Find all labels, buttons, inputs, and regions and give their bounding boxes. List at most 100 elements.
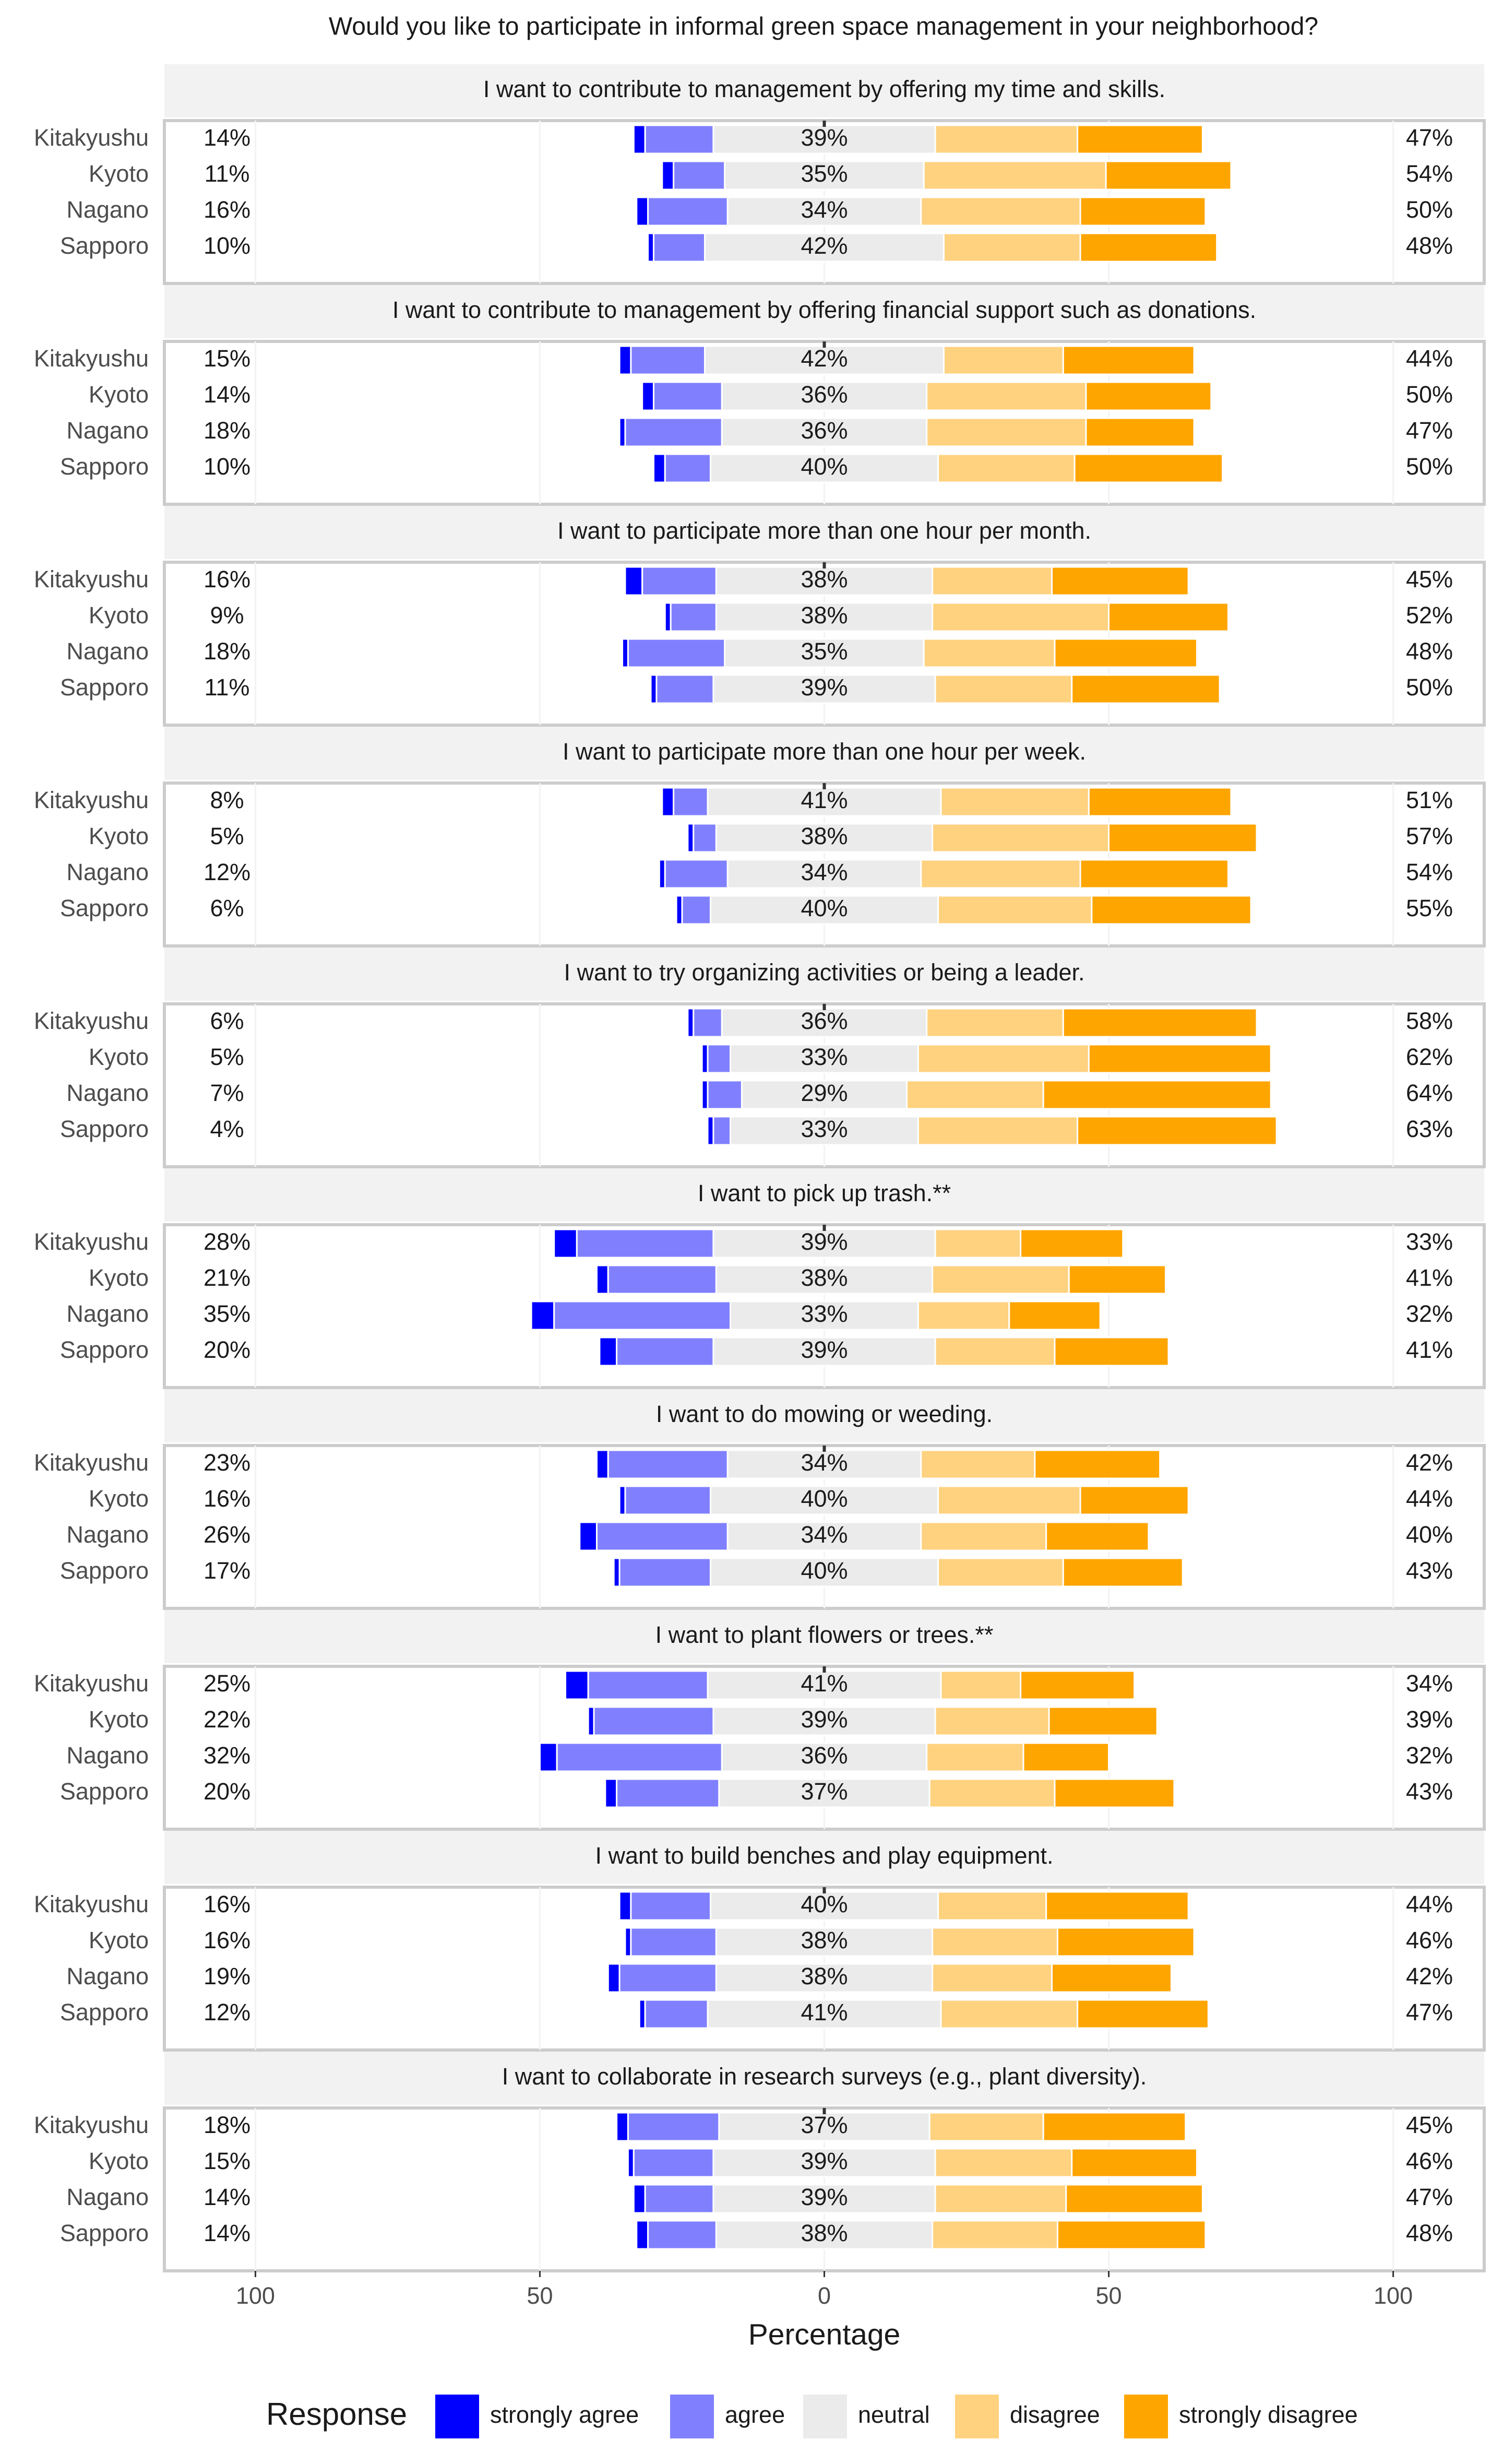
bar-segment <box>624 1485 711 1515</box>
bar-segment <box>530 1300 555 1331</box>
bar-segment <box>730 1044 919 1074</box>
bar-segment <box>618 1891 632 1921</box>
agree-label: 16% <box>204 1927 250 1953</box>
agree-label: 14% <box>204 381 250 408</box>
row-label: Sapporo <box>60 2220 149 2246</box>
bar-segment <box>1077 124 1203 155</box>
bar-segment <box>707 1044 732 1074</box>
strip-title: I want to plant flowers or trees.** <box>655 1621 994 1648</box>
bar-segment <box>647 232 654 263</box>
neutral-label: 39% <box>801 2184 848 2210</box>
bar-segment <box>599 1336 618 1367</box>
neutral-label: 38% <box>801 823 848 849</box>
bar-segment <box>726 859 922 889</box>
x-axis-label: Percentage <box>748 2318 901 2351</box>
bar-segment <box>1045 1891 1189 1921</box>
bar-segment <box>638 1999 646 2029</box>
legend-label: strongly disagree <box>1179 2401 1358 2428</box>
agree-label: 12% <box>204 1999 250 2025</box>
bar-segment <box>1056 1927 1195 1957</box>
bar-segment <box>616 1778 720 1808</box>
bar-segment <box>1054 1778 1175 1808</box>
bar-segment <box>920 196 1081 227</box>
bar-segment <box>721 1742 928 1772</box>
row-label: Nagano <box>66 1521 149 1548</box>
row-label: Nagano <box>66 417 149 444</box>
bar-segment <box>693 823 717 853</box>
bar-segment <box>1051 1963 1172 1993</box>
bar-segment <box>1079 859 1229 889</box>
bar-segment <box>709 1557 939 1588</box>
bar-segment <box>707 1670 942 1700</box>
bar-segment <box>712 1706 936 1736</box>
bar-segment <box>932 566 1053 596</box>
neutral-label: 38% <box>801 602 848 629</box>
row-label: Kyoto <box>89 381 149 408</box>
bar-segment <box>1022 1742 1110 1772</box>
bar-segment <box>1054 1336 1170 1367</box>
bar-segment <box>937 1485 1081 1515</box>
disagree-label: 44% <box>1406 345 1453 372</box>
agree-label: 14% <box>204 2184 250 2210</box>
bar-segment <box>644 2184 714 2214</box>
bar-segment <box>652 453 666 483</box>
strip <box>164 947 1484 1001</box>
agree-label: 28% <box>204 1228 250 1255</box>
x-tick-label: 100 <box>236 2282 275 2309</box>
x-tick-label: 0 <box>818 2282 831 2309</box>
row-label: Kitakyushu <box>34 566 149 593</box>
bar-segment <box>664 859 729 889</box>
disagree-label: 55% <box>1406 895 1453 921</box>
bar-segment <box>712 1116 732 1146</box>
bar-segment <box>1056 2220 1207 2250</box>
disagree-label: 50% <box>1406 196 1453 223</box>
agree-label: 20% <box>204 1336 250 1363</box>
strip <box>164 1610 1484 1664</box>
disagree-label: 45% <box>1406 566 1453 593</box>
agree-label: 18% <box>204 2112 250 2138</box>
disagree-label: 41% <box>1406 1264 1453 1291</box>
disagree-label: 50% <box>1406 381 1453 408</box>
chart-title: Would you like to participate in informa… <box>329 13 1318 41</box>
row-label: Kitakyushu <box>34 345 149 372</box>
neutral-label: 36% <box>801 381 848 408</box>
legend-label: strongly agree <box>490 2401 639 2428</box>
bar-segment <box>926 417 1087 447</box>
bar-segment <box>641 381 654 411</box>
bar-segment <box>712 2184 936 2214</box>
bar-segment <box>652 381 723 411</box>
bar-segment <box>1079 232 1218 263</box>
disagree-label: 45% <box>1406 2112 1453 2138</box>
bar-segment <box>595 1449 609 1479</box>
bar-segment <box>553 1300 732 1331</box>
bar-segment <box>932 823 1110 853</box>
agree-label: 21% <box>204 1264 250 1291</box>
bar-segment <box>595 1264 609 1295</box>
bar-segment <box>687 823 695 853</box>
disagree-label: 39% <box>1406 1706 1453 1733</box>
bar-segment <box>932 1927 1058 1957</box>
legend-title: Response <box>266 2397 407 2432</box>
disagree-label: 42% <box>1406 1449 1453 1476</box>
bar-segment <box>943 232 1081 263</box>
bar-segment <box>932 602 1110 632</box>
strip-title: I want to pick up trash.** <box>698 1180 951 1206</box>
agree-label: 18% <box>204 638 250 665</box>
bar-segment <box>721 417 928 447</box>
agree-label: 16% <box>204 566 250 593</box>
bar-segment <box>701 1080 709 1110</box>
bar-segment <box>627 2148 635 2178</box>
bar-segment <box>709 895 939 925</box>
bar-segment <box>1045 1521 1150 1551</box>
bar-segment <box>932 1264 1070 1295</box>
bar-segment <box>613 1557 621 1588</box>
neutral-label: 40% <box>801 453 848 480</box>
agree-label: 25% <box>204 1670 250 1697</box>
neutral-label: 39% <box>801 124 848 151</box>
agree-label: 11% <box>205 160 250 187</box>
legend-label: disagree <box>1010 2401 1100 2428</box>
row-label: Kyoto <box>89 823 149 849</box>
row-label: Kyoto <box>89 1264 149 1291</box>
bar-segment <box>715 1927 934 1957</box>
bar-segment <box>636 2220 649 2250</box>
